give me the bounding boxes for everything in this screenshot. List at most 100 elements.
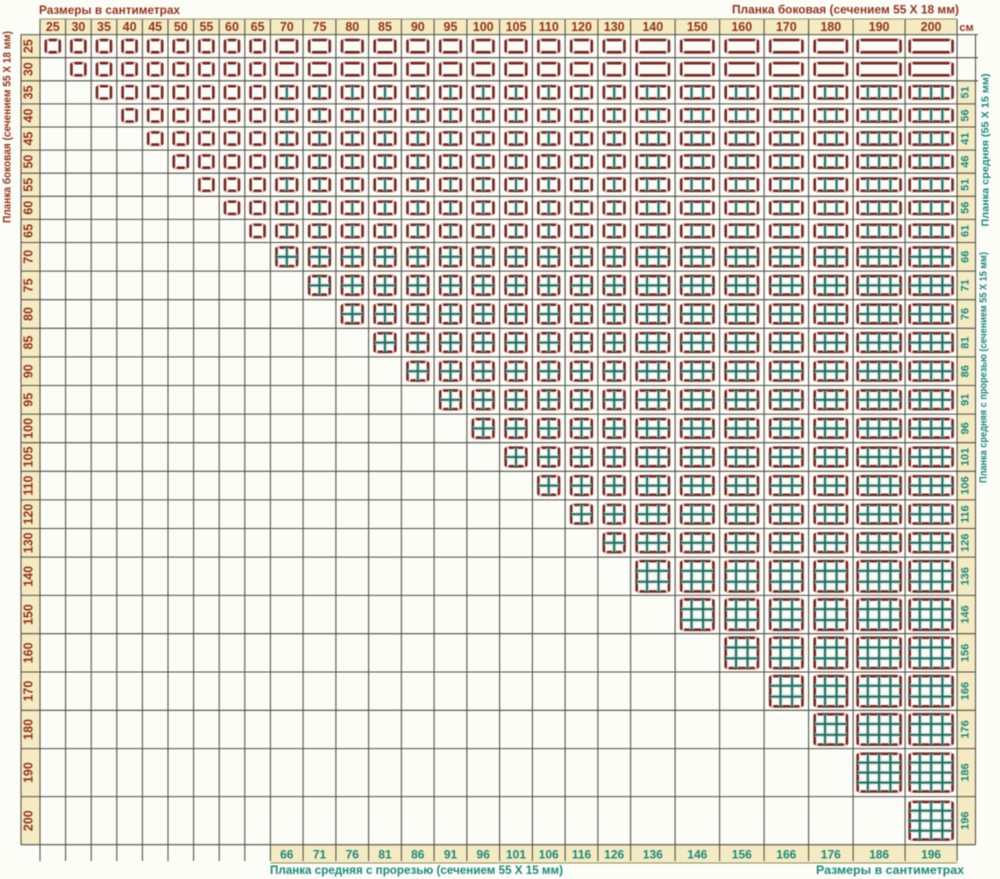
svg-text:71: 71 [959, 279, 971, 291]
svg-text:180: 180 [22, 719, 36, 740]
svg-text:91: 91 [444, 848, 458, 862]
svg-text:196: 196 [921, 848, 941, 862]
svg-text:150: 150 [687, 20, 708, 34]
svg-text:25: 25 [22, 39, 36, 53]
svg-text:70: 70 [22, 250, 36, 264]
svg-text:105: 105 [506, 20, 527, 34]
svg-text:51: 51 [959, 179, 971, 191]
svg-text:176: 176 [821, 848, 841, 862]
svg-text:110: 110 [539, 20, 559, 34]
svg-text:116: 116 [572, 848, 592, 862]
svg-text:Размеры в сантиметрах: Размеры в сантиметрах [39, 3, 180, 17]
svg-text:75: 75 [22, 278, 36, 292]
svg-text:101: 101 [959, 448, 971, 466]
svg-text:176: 176 [959, 720, 971, 738]
svg-text:55: 55 [22, 178, 36, 192]
svg-text:170: 170 [22, 681, 36, 702]
svg-text:40: 40 [123, 20, 137, 34]
svg-text:45: 45 [22, 132, 36, 146]
svg-text:156: 156 [732, 848, 752, 862]
svg-text:166: 166 [776, 848, 796, 862]
svg-text:90: 90 [22, 364, 36, 378]
svg-text:75: 75 [313, 20, 327, 34]
svg-text:101: 101 [506, 848, 526, 862]
svg-text:Планка боковая (сечением 55 Х: Планка боковая (сечением 55 Х 18 мм) [2, 31, 14, 223]
svg-text:81: 81 [378, 848, 392, 862]
svg-text:100: 100 [22, 418, 36, 439]
svg-text:136: 136 [643, 848, 663, 862]
svg-text:61: 61 [959, 225, 971, 237]
svg-text:96: 96 [959, 422, 971, 434]
svg-text:65: 65 [22, 224, 36, 238]
svg-text:66: 66 [959, 251, 971, 263]
svg-text:85: 85 [378, 20, 392, 34]
svg-text:146: 146 [959, 605, 971, 623]
svg-text:106: 106 [539, 848, 559, 862]
svg-text:91: 91 [959, 394, 971, 406]
svg-text:200: 200 [921, 20, 942, 34]
svg-text:71: 71 [313, 848, 327, 862]
svg-text:190: 190 [22, 762, 36, 783]
svg-text:186: 186 [959, 763, 971, 781]
svg-text:Планка средняя с прорезью (сеч: Планка средняя с прорезью (сечением 55 Х… [979, 252, 990, 483]
svg-text:65: 65 [251, 20, 265, 34]
svg-text:110: 110 [22, 475, 36, 495]
svg-text:70: 70 [280, 20, 294, 34]
svg-text:95: 95 [22, 393, 36, 407]
svg-text:140: 140 [642, 20, 663, 34]
svg-text:45: 45 [148, 20, 162, 34]
svg-text:Планка средняя с прорезью (сеч: Планка средняя с прорезью (сечением 55 Х… [270, 863, 563, 877]
svg-text:150: 150 [22, 604, 36, 625]
svg-text:30: 30 [22, 62, 36, 76]
svg-text:56: 56 [959, 109, 971, 121]
svg-text:Размеры в сантиметрах: Размеры в сантиметрах [816, 863, 964, 877]
svg-text:95: 95 [444, 20, 458, 34]
svg-text:85: 85 [22, 336, 36, 350]
svg-text:160: 160 [731, 20, 752, 34]
svg-text:86: 86 [411, 848, 425, 862]
svg-text:105: 105 [22, 447, 36, 468]
svg-text:см: см [959, 22, 973, 34]
svg-text:66: 66 [280, 848, 294, 862]
svg-text:25: 25 [46, 20, 60, 34]
svg-text:30: 30 [71, 20, 85, 34]
svg-text:60: 60 [22, 201, 36, 215]
svg-text:51: 51 [959, 86, 971, 98]
svg-text:50: 50 [174, 20, 188, 34]
svg-text:166: 166 [959, 682, 971, 700]
svg-text:126: 126 [959, 534, 971, 552]
svg-text:120: 120 [571, 20, 592, 34]
svg-text:80: 80 [345, 20, 359, 34]
svg-text:200: 200 [22, 810, 36, 831]
svg-text:96: 96 [477, 848, 491, 862]
svg-text:81: 81 [959, 336, 971, 348]
svg-text:35: 35 [97, 20, 111, 34]
svg-text:136: 136 [959, 567, 971, 585]
svg-text:130: 130 [22, 532, 36, 553]
svg-text:190: 190 [869, 20, 890, 34]
svg-text:140: 140 [22, 566, 36, 587]
svg-text:146: 146 [687, 848, 707, 862]
svg-text:126: 126 [604, 848, 624, 862]
svg-text:35: 35 [22, 85, 36, 99]
svg-text:40: 40 [22, 109, 36, 123]
svg-text:90: 90 [411, 20, 425, 34]
svg-text:156: 156 [959, 644, 971, 662]
svg-text:60: 60 [225, 20, 239, 34]
svg-text:160: 160 [22, 642, 36, 663]
svg-text:86: 86 [959, 365, 971, 377]
svg-text:106: 106 [959, 476, 971, 494]
svg-text:180: 180 [820, 20, 841, 34]
svg-text:170: 170 [776, 20, 797, 34]
svg-text:46: 46 [959, 155, 971, 167]
svg-text:76: 76 [959, 308, 971, 320]
svg-text:Планка средняя (55 Х 15 мм): Планка средняя (55 Х 15 мм) [980, 74, 992, 227]
svg-text:41: 41 [959, 132, 971, 144]
svg-text:196: 196 [959, 812, 971, 830]
svg-text:130: 130 [604, 20, 625, 34]
svg-text:Планка боковая (сечением 55 Х: Планка боковая (сечением 55 Х 18 мм) [732, 3, 959, 17]
svg-text:116: 116 [959, 505, 971, 523]
svg-text:186: 186 [869, 848, 889, 862]
svg-text:56: 56 [959, 202, 971, 214]
svg-text:100: 100 [473, 20, 494, 34]
